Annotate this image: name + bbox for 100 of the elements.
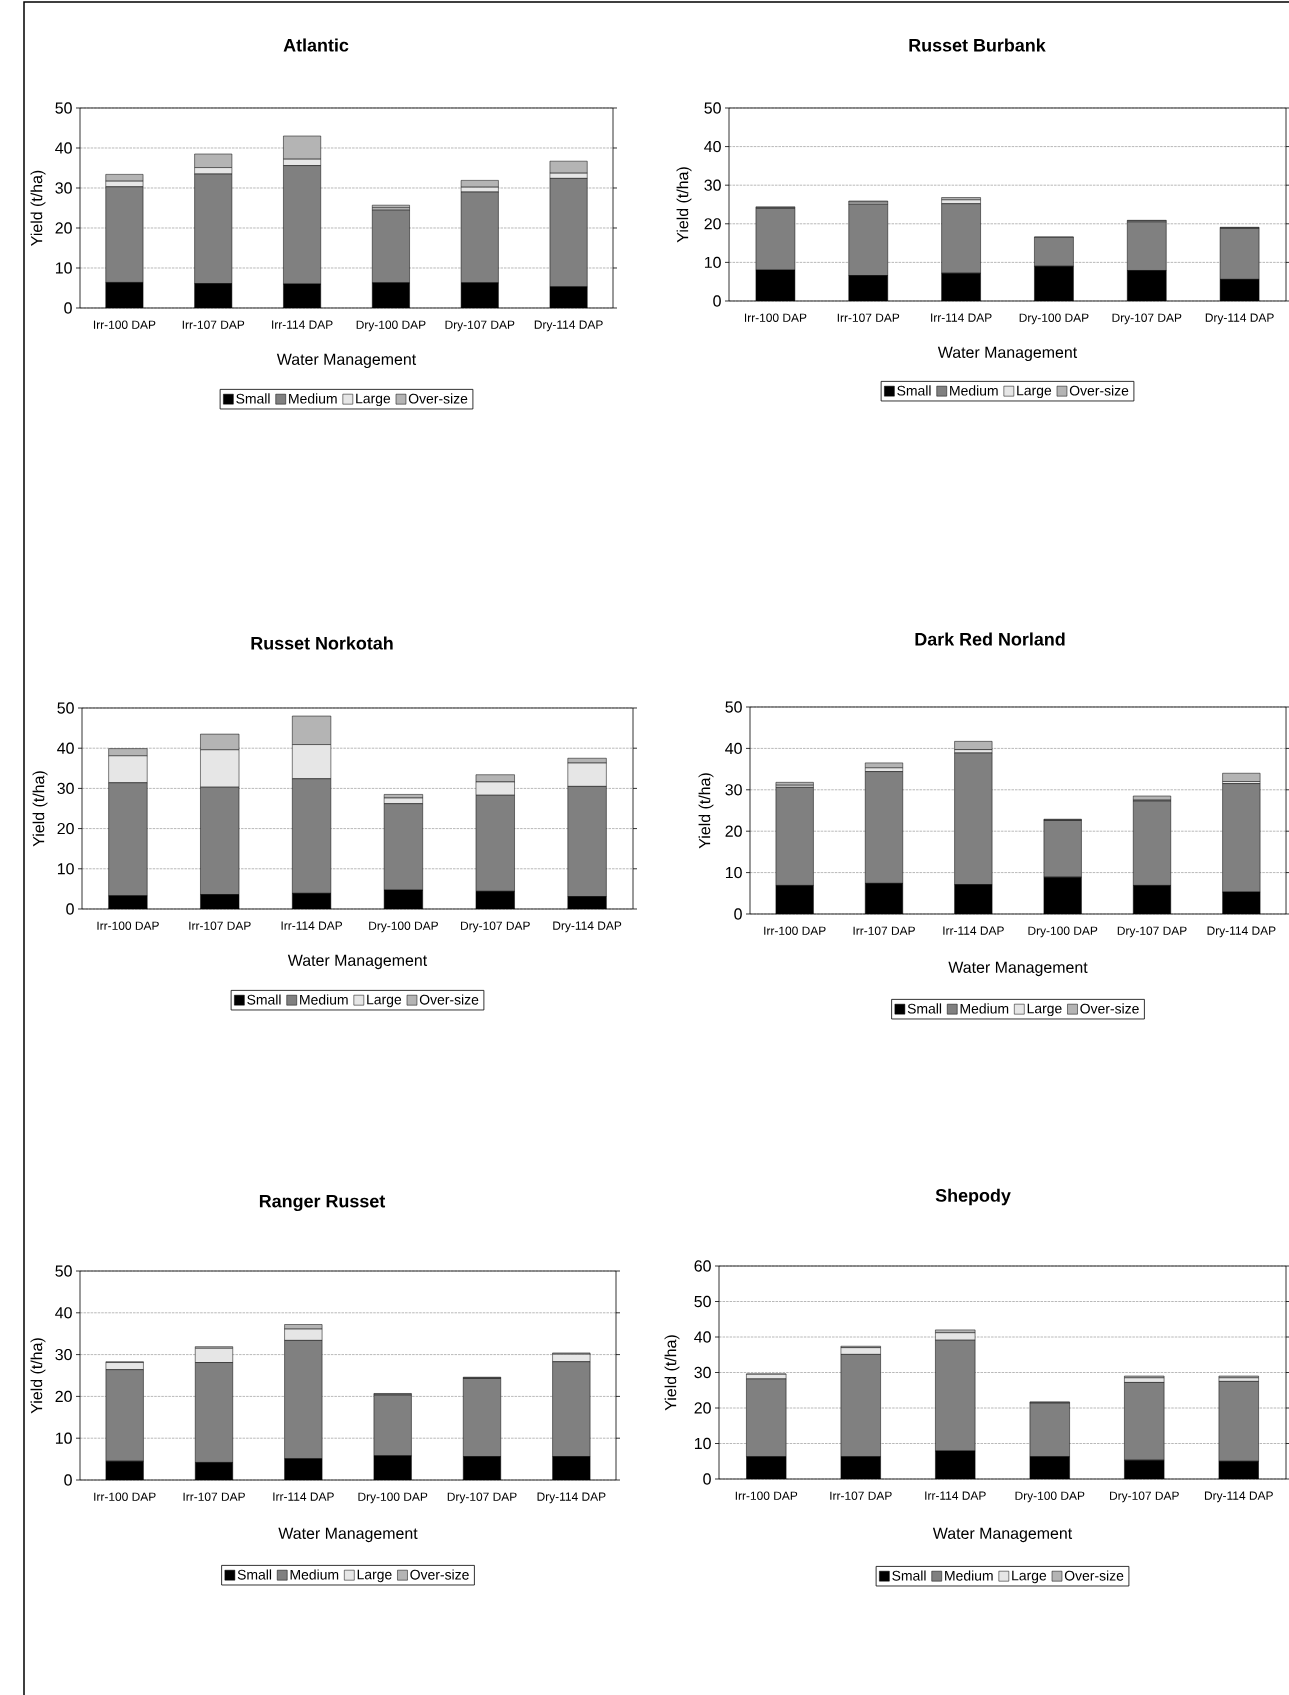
y-tick-label: 30 [55,1348,72,1361]
legend-label: Over-size [410,1569,469,1580]
x-tick-label: Dry-100 DAP [369,921,438,933]
x-tick-label: Dry-114 DAP [534,320,603,332]
y-tick-label: 0 [703,1473,711,1485]
x-axis-title: Water Management [937,346,1078,362]
x-tick-label: Irr-100 DAP [764,926,826,935]
y-tick-label: 40 [55,1307,72,1319]
y-tick-label: 0 [713,295,721,307]
x-tick-label: Irr-107 DAP [189,921,251,930]
x-tick-label: Irr-100 DAP [744,313,807,322]
y-tick-label: 0 [64,302,72,314]
y-tick-label: 30 [694,1366,711,1379]
x-tick-label: Dry-114 DAP [1205,313,1274,325]
legend-label: Large [1017,385,1052,399]
y-tick-label: 30 [725,784,742,796]
x-tick-label: Dry-114 DAP [537,1492,606,1504]
y-tick-label: 10 [57,863,74,875]
y-tick-label: 20 [694,1402,711,1414]
x-tick-label: Irr-107 DAP [182,320,245,329]
legend-label: Medium [945,1570,993,1581]
y-axis-title: Yield (t/ha) [32,771,48,847]
x-axis-title: Water Management [948,961,1088,977]
x-tick-label: Irr-100 DAP [735,1491,798,1500]
x-tick-label: Irr-100 DAP [97,921,159,930]
x-tick-label: Dry-100 DAP [356,320,426,332]
legend-label: Over-size [408,393,468,404]
legend-label: Small [892,1570,926,1581]
y-tick-label: 10 [694,1437,711,1450]
legend-label: Large [1012,1570,1047,1584]
x-axis-title: Water Management [276,353,417,369]
x-tick-label: Dry-114 DAP [1204,1491,1273,1503]
y-tick-label: 10 [55,1432,72,1444]
y-tick-label: 30 [704,179,721,191]
y-tick-label: 50 [57,702,74,714]
y-tick-label: 50 [725,701,742,713]
y-tick-label: 20 [704,218,721,230]
legend-label: Small [236,393,270,404]
legend-label: Over-size [1069,385,1129,396]
y-axis-title: Yield (t/ha) [30,170,46,246]
legend-label: Medium [300,994,348,1005]
legend-label: Large [357,1569,392,1583]
chart-title: Atlantic [283,38,349,52]
y-tick-label: 0 [64,1474,72,1486]
x-tick-label: Irr-100 DAP [93,320,156,329]
x-tick-label: Irr-100 DAP [94,1492,156,1501]
y-tick-label: 0 [734,908,742,920]
x-tick-label: Dry-100 DAP [358,1492,428,1504]
legend-label: Small [907,1003,942,1014]
x-tick-label: Dry-107 DAP [461,921,530,933]
x-tick-label: Irr-114 DAP [272,320,333,329]
legend-label: Medium [950,385,998,396]
y-tick-label: 40 [704,140,721,153]
legend-label: Large [367,994,402,1008]
x-tick-label: Dry-107 DAP [1117,926,1187,938]
x-tick-label: Irr-107 DAP [837,313,900,322]
y-tick-label: 20 [55,222,72,234]
y-tick-label: 50 [704,102,721,114]
legend-label: Over-size [1064,1570,1124,1581]
x-tick-label: Irr-107 DAP [830,1491,892,1500]
y-tick-label: 0 [66,903,74,915]
x-tick-label: Irr-114 DAP [925,1491,986,1500]
y-tick-label: 20 [55,1390,72,1403]
x-tick-label: Irr-114 DAP [281,921,343,930]
y-tick-label: 40 [725,742,742,755]
legend-label: Small [237,1569,272,1580]
y-tick-label: 20 [725,825,742,837]
y-tick-label: 10 [55,262,72,274]
y-tick-label: 50 [55,1265,72,1277]
y-tick-label: 50 [694,1295,711,1308]
y-axis-title: Yield (t/ha) [676,167,692,243]
legend-label: Large [1027,1003,1062,1017]
y-axis-title: Yield (t/ha) [664,1335,680,1411]
legend-label: Over-size [1080,1003,1139,1014]
y-tick-label: 20 [57,822,74,835]
y-tick-label: 10 [725,866,742,879]
y-tick-label: 60 [694,1260,711,1272]
chart-title: Ranger Russet [259,1194,386,1212]
y-axis-title: Yield (t/ha) [30,1338,46,1414]
y-tick-label: 40 [694,1331,711,1343]
x-tick-label: Dry-114 DAP [553,921,622,933]
y-tick-label: 30 [55,182,72,194]
x-tick-label: Dry-100 DAP [1028,926,1098,938]
y-tick-label: 50 [55,102,72,114]
y-tick-label: 40 [57,742,74,754]
y-tick-label: 40 [55,142,72,154]
x-tick-label: Irr-114 DAP [273,1492,334,1501]
x-tick-label: Irr-114 DAP [931,313,992,322]
legend-label: Medium [290,1569,339,1580]
chart-title: Dark Red Norland [915,632,1065,646]
x-tick-label: Dry-100 DAP [1015,1491,1085,1503]
chart-title: Russet Norkotah [251,636,393,650]
y-tick-label: 30 [57,782,74,795]
x-tick-label: Irr-114 DAP [943,926,1004,935]
legend-label: Small [897,385,931,396]
y-tick-label: 10 [704,256,721,269]
legend-label: Over-size [419,994,479,1005]
legend-label: Medium [960,1003,1009,1014]
legend-label: Large [356,393,391,407]
chart-title: Shepody [935,1188,1011,1206]
